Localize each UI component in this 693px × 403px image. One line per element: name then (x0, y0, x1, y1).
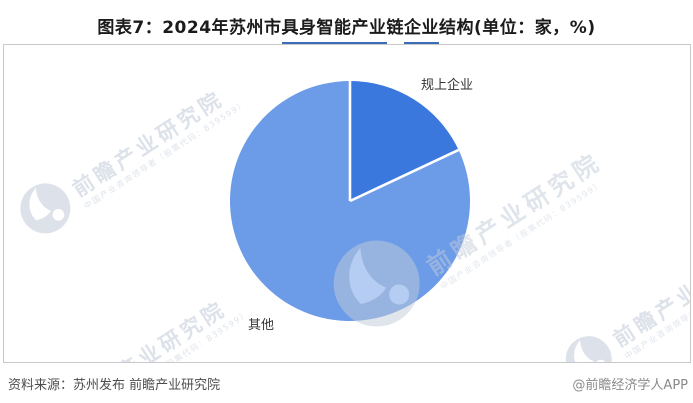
pie-slice-guishang (350, 81, 459, 201)
title-text: 结构(单位：家，%) (439, 18, 596, 38)
credit-note: @前瞻经济学人APP (572, 378, 688, 393)
title-text: 图表7：2024年苏州市 (97, 18, 282, 38)
title-keyword-link[interactable]: 企业 (404, 18, 440, 44)
chart-plot-area: 前瞻产业研究院 中国产业咨询领导者（股票代码：839599） 前瞻产业研究院 中… (3, 44, 691, 363)
title-keyword-link[interactable]: 具身智能产业 (281, 18, 387, 44)
figure-title: 图表7：2024年苏州市具身智能产业链企业结构(单位：家，%) (0, 13, 693, 44)
slice-divider (349, 148, 460, 203)
title-text: 链 (386, 18, 405, 38)
pie-label-guishang: 规上企业 (421, 78, 474, 93)
data-source-note: 资料来源：苏州发布 前瞻产业研究院 (8, 378, 221, 393)
pie-label-other: 其他 (248, 318, 275, 333)
pie-chart (229, 81, 470, 321)
